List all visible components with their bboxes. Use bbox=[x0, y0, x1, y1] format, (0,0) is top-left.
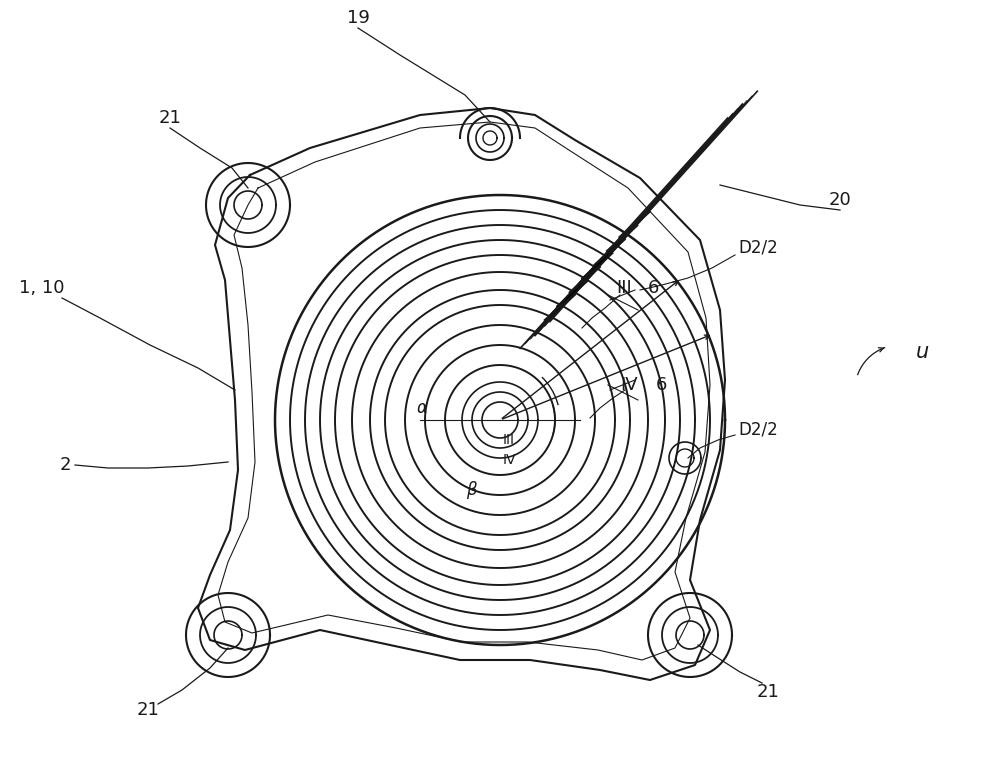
Text: IV: IV bbox=[503, 453, 516, 467]
Text: III: III bbox=[616, 279, 632, 297]
Text: 6: 6 bbox=[656, 376, 667, 394]
Text: $\alpha$: $\alpha$ bbox=[416, 399, 428, 417]
Text: 21: 21 bbox=[137, 701, 159, 719]
Text: 19: 19 bbox=[347, 9, 369, 27]
Text: 1, 10: 1, 10 bbox=[19, 279, 65, 297]
Text: 2: 2 bbox=[59, 456, 71, 474]
Text: IV: IV bbox=[620, 376, 638, 394]
Polygon shape bbox=[578, 241, 622, 284]
Text: D2/2: D2/2 bbox=[738, 239, 778, 257]
Text: 21: 21 bbox=[757, 683, 779, 701]
Text: 20: 20 bbox=[829, 191, 851, 209]
Text: 6: 6 bbox=[648, 279, 659, 297]
Text: III: III bbox=[503, 433, 515, 447]
Text: u: u bbox=[915, 342, 929, 362]
Text: D2/2: D2/2 bbox=[738, 421, 778, 439]
Text: 21: 21 bbox=[159, 109, 181, 127]
Text: $\beta$: $\beta$ bbox=[466, 479, 478, 501]
Polygon shape bbox=[549, 273, 593, 316]
